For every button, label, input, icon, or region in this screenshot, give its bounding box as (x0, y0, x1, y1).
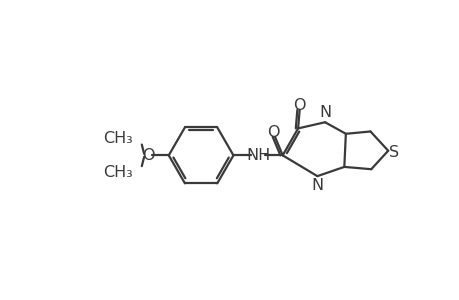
Text: CH₃: CH₃ (103, 165, 133, 180)
Text: CH₃: CH₃ (103, 131, 133, 146)
Text: N: N (311, 178, 323, 194)
Text: O: O (267, 125, 279, 140)
Text: NH: NH (246, 148, 269, 163)
Text: N: N (318, 105, 330, 120)
Text: O: O (141, 148, 154, 163)
Text: O: O (292, 98, 304, 113)
Text: S: S (388, 145, 398, 160)
